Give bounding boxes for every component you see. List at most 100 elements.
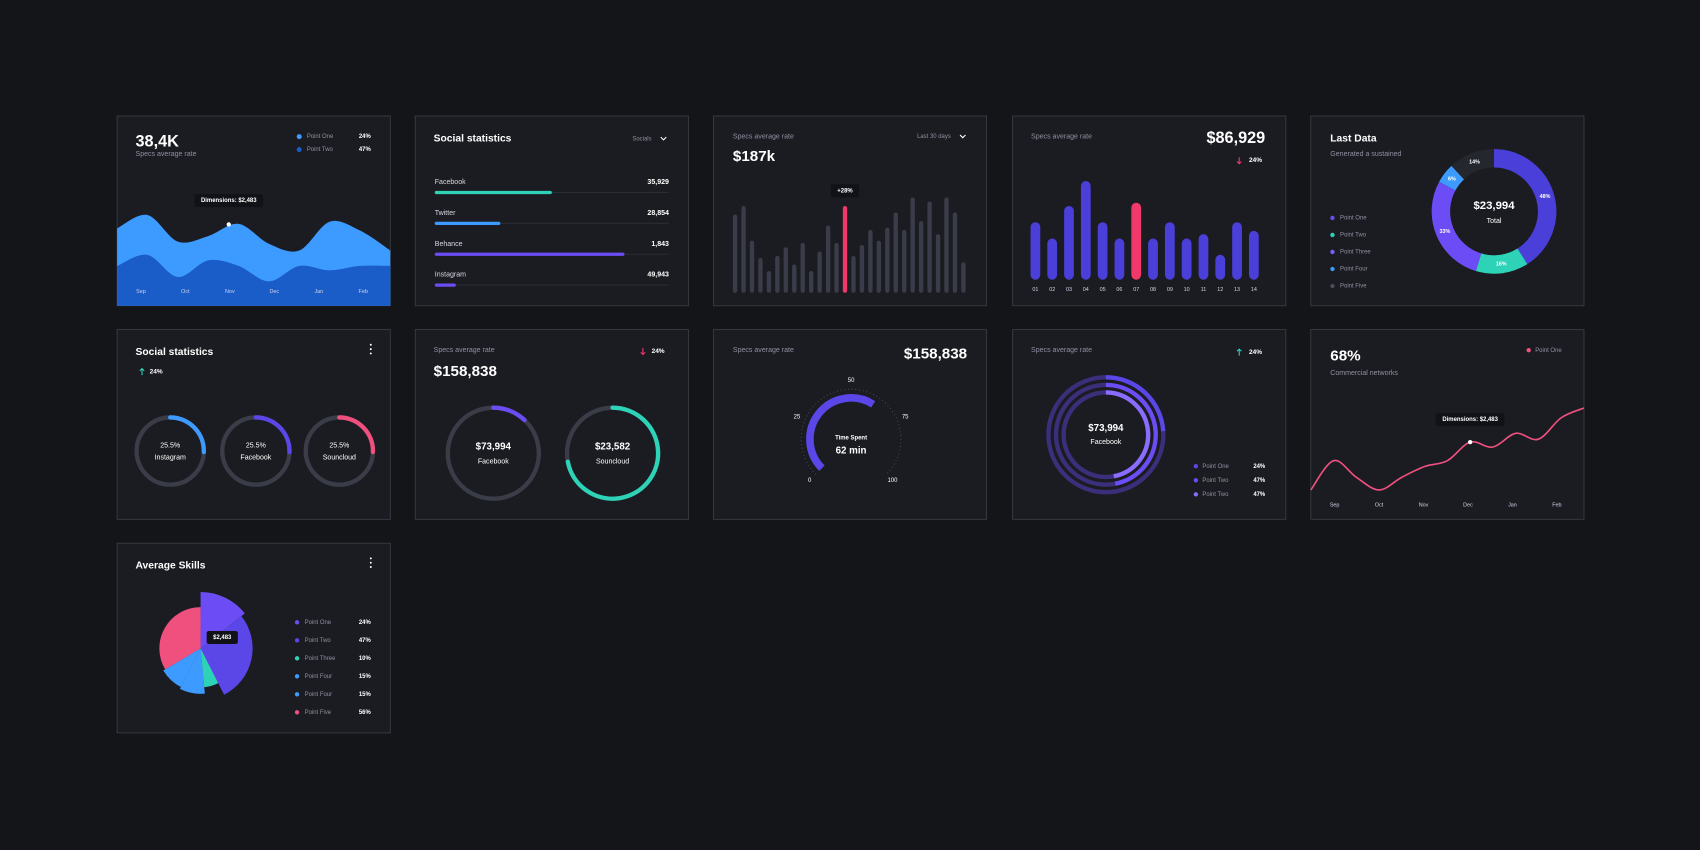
x-tick-label: Dec bbox=[1463, 503, 1473, 509]
arrow-down-icon bbox=[1236, 157, 1242, 165]
change-label: 24% bbox=[1249, 349, 1262, 356]
kpi-value: $187k bbox=[733, 148, 776, 165]
ring-progress bbox=[253, 415, 292, 455]
legend-dot bbox=[1193, 464, 1199, 469]
row-label: Instagram bbox=[435, 272, 466, 279]
x-tick-label: 11 bbox=[1201, 287, 1207, 293]
bar bbox=[834, 242, 839, 293]
x-tick-label: 06 bbox=[1116, 287, 1122, 293]
legend-dot bbox=[1330, 249, 1335, 255]
kpi-value: 68% bbox=[1330, 348, 1361, 365]
x-tick-label: Oct bbox=[181, 289, 190, 295]
card-title: Last Data bbox=[1330, 133, 1377, 144]
bar bbox=[935, 234, 941, 293]
bar bbox=[1232, 222, 1242, 280]
filter-label[interactable]: Socials bbox=[632, 136, 651, 142]
progress-bar bbox=[434, 283, 456, 287]
legend-label: Point Four bbox=[305, 674, 332, 680]
bar bbox=[758, 258, 763, 293]
card-label: Specs average rate bbox=[434, 347, 495, 354]
segment-label: 33% bbox=[1439, 229, 1450, 235]
x-tick-label: Jan bbox=[1508, 503, 1517, 509]
legend-label: Point Two bbox=[1202, 492, 1229, 498]
card bbox=[116, 329, 391, 520]
menu-dot[interactable] bbox=[369, 561, 372, 564]
menu-dot[interactable] bbox=[369, 352, 372, 355]
bar bbox=[893, 212, 898, 293]
legend-value: 24% bbox=[359, 134, 372, 140]
tooltip-text: +28% bbox=[837, 188, 853, 194]
gauge-tick-label: 100 bbox=[888, 478, 899, 484]
legend-label: Point One bbox=[307, 134, 334, 140]
pie-slice bbox=[200, 648, 219, 688]
bar bbox=[876, 240, 882, 293]
x-tick-label: 07 bbox=[1133, 287, 1139, 293]
legend-label: Point Three bbox=[1340, 250, 1371, 256]
ring-label: Facebook bbox=[478, 459, 509, 466]
bar bbox=[800, 242, 805, 293]
bar bbox=[1164, 222, 1175, 280]
area bbox=[117, 254, 391, 306]
bar bbox=[792, 264, 797, 293]
bar bbox=[885, 227, 890, 293]
ring-progress bbox=[337, 415, 376, 455]
x-tick-label: 13 bbox=[1234, 287, 1240, 293]
filter-label[interactable]: Last 30 days bbox=[917, 134, 951, 140]
bar bbox=[1114, 238, 1125, 280]
menu-dot[interactable] bbox=[369, 343, 372, 346]
x-tick-label: Feb bbox=[1552, 503, 1561, 509]
bar bbox=[775, 255, 780, 293]
progress-bar bbox=[434, 252, 625, 256]
x-tick-label: Dec bbox=[269, 289, 279, 295]
tooltip-text: Dimensions: $2,483 bbox=[201, 198, 257, 204]
kpi-value: 38,4K bbox=[136, 132, 180, 150]
legend-dot bbox=[1330, 283, 1335, 289]
kpi-value: $158,838 bbox=[434, 363, 497, 380]
center-label: Facebook bbox=[1090, 439, 1121, 446]
bar bbox=[961, 262, 966, 293]
card bbox=[1012, 329, 1287, 520]
ring-value: 25.5% bbox=[329, 442, 349, 449]
ring-progress bbox=[1105, 382, 1158, 486]
x-tick-label: Sep bbox=[136, 289, 146, 295]
menu-dot[interactable] bbox=[369, 557, 372, 560]
ring-progress bbox=[565, 405, 661, 501]
legend-value: 24% bbox=[1253, 464, 1266, 470]
bar bbox=[825, 225, 831, 293]
row-value: 1,843 bbox=[651, 241, 669, 248]
legend-label: Point One bbox=[1535, 348, 1562, 354]
line bbox=[1310, 407, 1585, 491]
legend-label: Point Five bbox=[1340, 284, 1367, 290]
legend-dot bbox=[1193, 478, 1199, 483]
bar bbox=[809, 271, 814, 293]
gauge-value: 62 min bbox=[836, 446, 867, 457]
bar bbox=[902, 229, 907, 293]
chevron-icon[interactable] bbox=[660, 136, 667, 141]
bar bbox=[1064, 205, 1074, 280]
menu-dot[interactable] bbox=[369, 348, 372, 351]
x-tick-label: Oct bbox=[1375, 503, 1384, 509]
kpi-label: Specs average rate bbox=[136, 151, 197, 158]
ring-progress bbox=[491, 405, 527, 423]
row-label: Behance bbox=[435, 241, 463, 248]
chevron-icon[interactable] bbox=[959, 134, 966, 139]
donut-segment bbox=[1431, 181, 1482, 272]
segment-label: 14% bbox=[1469, 159, 1480, 165]
progress-bar bbox=[434, 221, 501, 225]
change-label: 24% bbox=[150, 369, 163, 376]
bar bbox=[927, 201, 932, 293]
bar bbox=[1215, 254, 1226, 280]
legend-dot bbox=[296, 147, 302, 153]
legend-value: 10% bbox=[359, 656, 372, 662]
bar bbox=[944, 197, 949, 293]
card-label: Specs average rate bbox=[733, 133, 794, 140]
x-tick-label: Jan bbox=[314, 289, 323, 295]
x-tick-label: 09 bbox=[1167, 287, 1173, 293]
legend-dot bbox=[294, 710, 300, 715]
row-value: 28,854 bbox=[647, 210, 669, 217]
menu-dot[interactable] bbox=[369, 566, 372, 569]
tooltip-box bbox=[206, 630, 238, 645]
legend-dot bbox=[294, 674, 300, 679]
bar bbox=[766, 271, 772, 293]
